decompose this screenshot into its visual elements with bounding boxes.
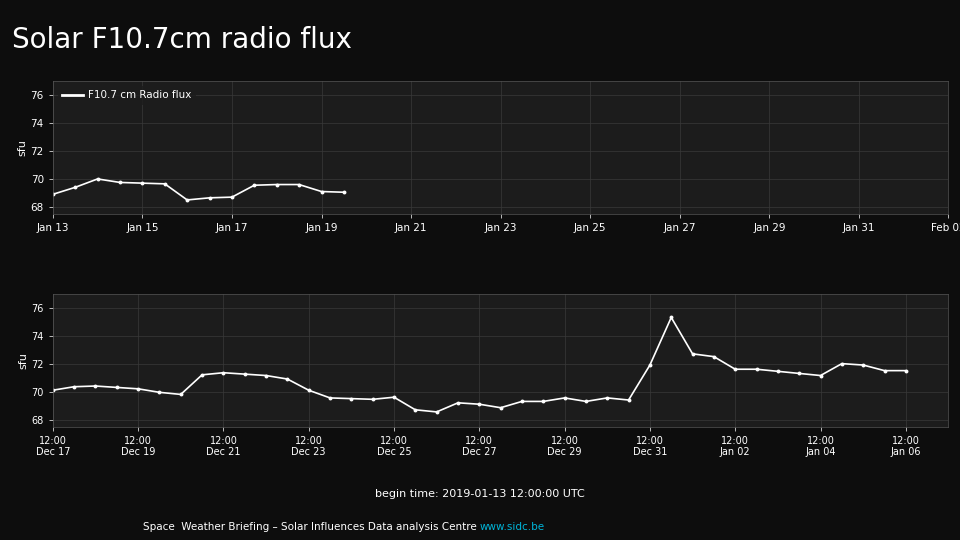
Y-axis label: sfu: sfu xyxy=(17,139,28,156)
Text: www.sidc.be: www.sidc.be xyxy=(480,522,545,531)
Legend: F10.7 cm Radio flux: F10.7 cm Radio flux xyxy=(58,86,196,105)
Text: Space  Weather Briefing – Solar Influences Data analysis Centre: Space Weather Briefing – Solar Influence… xyxy=(143,522,480,531)
Y-axis label: sfu: sfu xyxy=(18,352,29,369)
Text: begin time: 2019-01-13 12:00:00 UTC: begin time: 2019-01-13 12:00:00 UTC xyxy=(375,489,585,499)
Text: Solar F10.7cm radio flux: Solar F10.7cm radio flux xyxy=(12,26,351,54)
